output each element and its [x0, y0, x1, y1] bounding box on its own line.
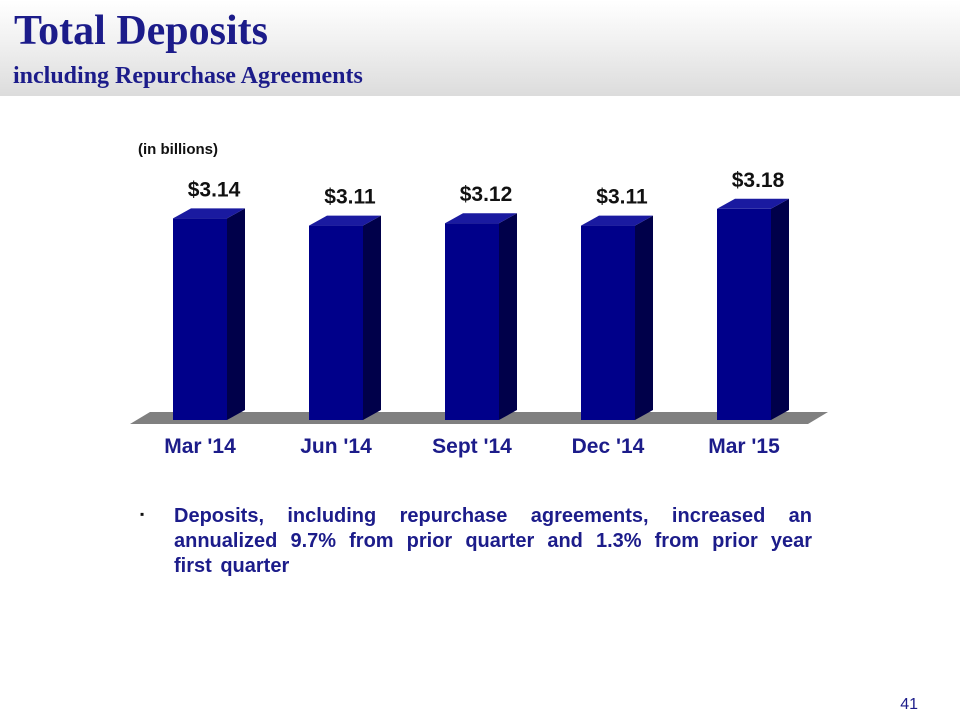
- bar-3: [445, 223, 499, 420]
- value-label-3: $3.12: [460, 183, 513, 206]
- summary-note: Deposits, including repurchase agreement…: [174, 505, 812, 577]
- bar-top-5: [717, 198, 789, 209]
- bar-2: [309, 225, 363, 420]
- value-label-2: $3.11: [324, 186, 376, 209]
- units-label: (in billions): [138, 141, 218, 158]
- page-number: 41: [900, 696, 918, 713]
- bullet-marker: ▪: [140, 507, 145, 521]
- slide-subtitle: including Repurchase Agreements: [13, 63, 363, 89]
- bar-side-5: [771, 198, 789, 420]
- slide-header: Total Deposits including Repurchase Agre…: [0, 0, 960, 96]
- category-label-4: Dec '14: [572, 435, 645, 458]
- value-label-4: $3.11: [596, 186, 648, 209]
- bar-side-2: [363, 215, 381, 420]
- bar-side-3: [499, 213, 517, 420]
- value-label-1: $3.14: [188, 178, 241, 201]
- bar-top-4: [581, 215, 653, 226]
- slide-title: Total Deposits: [14, 8, 268, 54]
- bar-side-1: [227, 208, 245, 420]
- value-label-5: $3.18: [732, 169, 785, 192]
- bar-top-1: [173, 208, 245, 219]
- bar-4: [581, 225, 635, 420]
- category-label-2: Jun '14: [300, 435, 372, 458]
- category-label-1: Mar '14: [164, 435, 236, 458]
- bar-5: [717, 208, 771, 420]
- bar-1: [173, 218, 227, 420]
- category-label-5: Mar '15: [708, 435, 780, 458]
- bar-top-2: [309, 215, 381, 226]
- bar-side-4: [635, 215, 653, 420]
- category-label-3: Sept '14: [432, 435, 512, 458]
- bar-top-3: [445, 213, 517, 224]
